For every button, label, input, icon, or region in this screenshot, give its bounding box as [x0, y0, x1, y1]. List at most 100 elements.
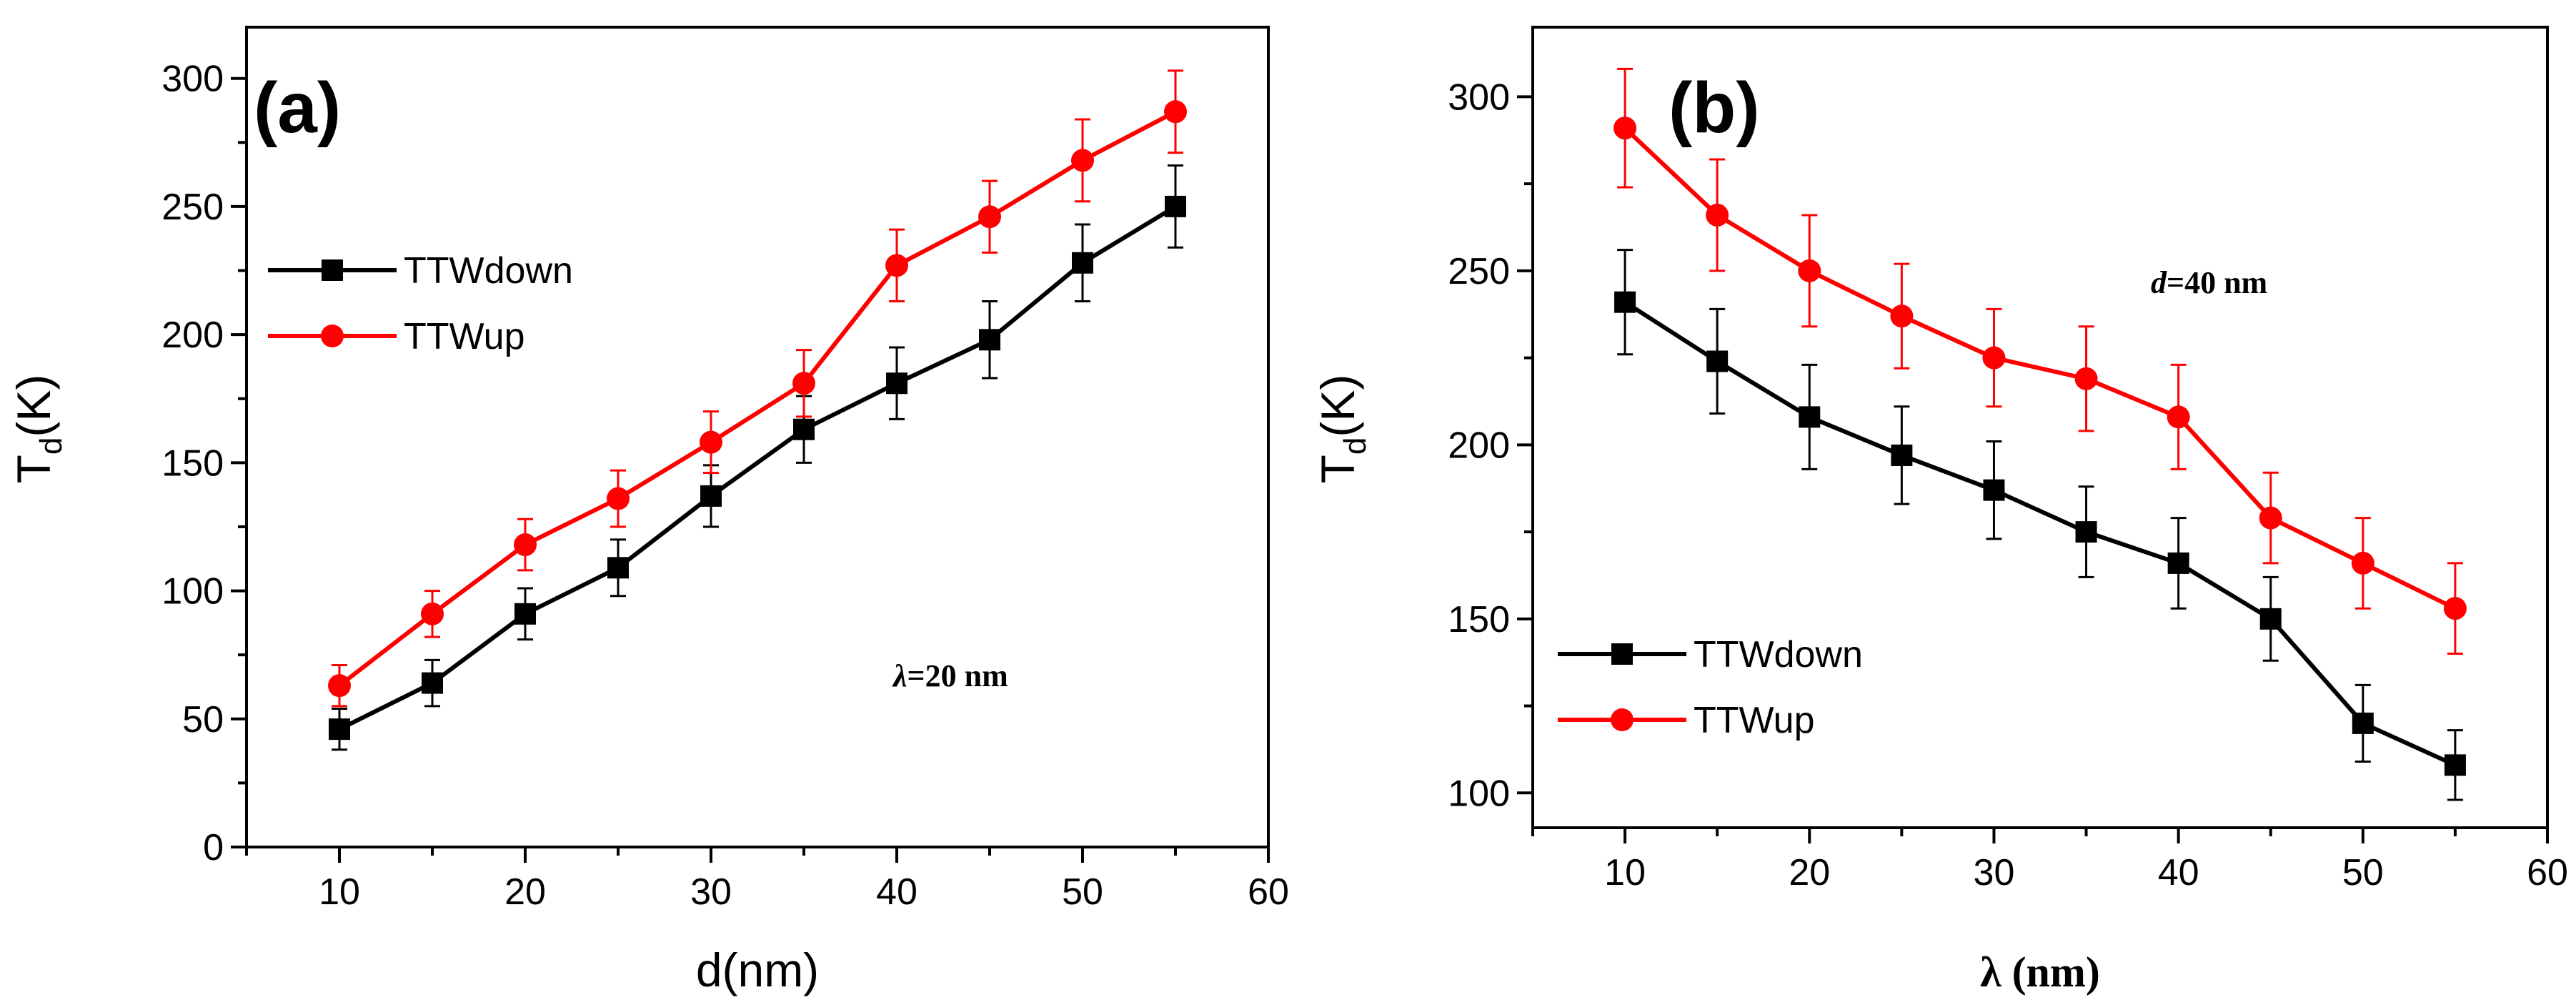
- y-tick-label: 250: [161, 187, 224, 228]
- data-point-circle: [1164, 100, 1187, 124]
- data-point-square: [700, 485, 722, 507]
- y-axis-label-subscript: d: [34, 437, 69, 455]
- x-tick-label: 30: [690, 871, 732, 913]
- data-point-square: [607, 557, 629, 579]
- data-point-circle: [2167, 405, 2190, 429]
- x-axis-label: d(nm): [696, 944, 819, 996]
- legend-marker-circle: [1611, 708, 1633, 731]
- y-axis-label-unit: (K): [1311, 375, 1364, 437]
- data-point-square: [979, 329, 1000, 351]
- legend-marker-circle: [321, 325, 344, 347]
- panel-label: (b): [1669, 68, 1760, 148]
- series-line: [338, 109, 1177, 688]
- data-point-circle: [421, 602, 444, 625]
- y-tick-label: 200: [161, 315, 224, 356]
- data-point-circle: [1706, 203, 1729, 227]
- x-tick-label: 60: [1248, 871, 1289, 913]
- data-point-square: [1891, 444, 1913, 466]
- y-axis-label-subscript: d: [1338, 437, 1373, 455]
- data-point-circle: [607, 487, 630, 510]
- data-point-square: [329, 718, 350, 741]
- x-tick-label: 20: [1789, 852, 1830, 893]
- series-line: [338, 204, 1177, 731]
- y-tick-label: 300: [1448, 76, 1510, 118]
- annotation-symbol: λ: [892, 658, 907, 693]
- data-point-square: [2075, 521, 2097, 543]
- data-point-circle: [328, 674, 351, 698]
- x-tick-label: 50: [1062, 871, 1103, 913]
- data-point-circle: [1071, 149, 1094, 172]
- panel-label: (a): [254, 68, 341, 148]
- data-point-square: [1706, 350, 1729, 372]
- y-tick-label: 150: [161, 442, 224, 484]
- data-point-square: [793, 418, 815, 440]
- data-point-square: [1983, 479, 2005, 501]
- x-tick-label: 60: [2527, 852, 2568, 893]
- legend-label: TTWup: [404, 316, 525, 357]
- annotation-text: =20 nm: [907, 658, 1008, 693]
- data-point-square: [886, 372, 907, 395]
- data-point-circle: [978, 205, 1001, 229]
- y-tick-label: 0: [203, 827, 224, 868]
- y-axis-label: Td(K): [7, 375, 69, 484]
- legend-label: TTWdown: [404, 250, 573, 292]
- x-tick-label: 10: [1604, 852, 1646, 893]
- series-line: [1623, 127, 2457, 610]
- x-axis-label: λ (nm): [1980, 949, 2100, 996]
- y-tick-label: 100: [1448, 773, 1510, 814]
- series-line: [1623, 300, 2457, 768]
- panel-a: 10 20 30 40 50 60 0 50 100 150 200 250 300 Td(K) d(nm)…: [7, 26, 1289, 996]
- data-point-square: [2352, 712, 2374, 734]
- data-point-square: [2167, 552, 2189, 574]
- annotation-text: =40 nm: [2167, 265, 2267, 300]
- data-point-circle: [2351, 551, 2374, 575]
- data-point-circle: [514, 533, 537, 557]
- legend-marker-square: [1611, 643, 1633, 665]
- annotation: d=40 nm: [2151, 265, 2267, 300]
- data-point-square: [2444, 754, 2466, 776]
- legend-label: TTWup: [1694, 700, 1815, 741]
- y-tick-label: 250: [1448, 251, 1510, 292]
- data-point-circle: [1798, 259, 1821, 282]
- y-tick-label: 150: [1448, 599, 1510, 640]
- data-point-circle: [700, 430, 722, 454]
- x-tick-label: 30: [1974, 852, 2015, 893]
- series-ttwup: [328, 69, 1187, 708]
- data-point-square: [1072, 252, 1093, 274]
- y-axis-label-unit: (K): [7, 375, 60, 437]
- y-axis-label-main: T: [1311, 455, 1364, 483]
- data-point-square: [514, 603, 536, 625]
- data-point-circle: [2074, 367, 2098, 390]
- annotation-symbol: d: [2151, 265, 2167, 300]
- series-ttwdown: [329, 164, 1186, 751]
- x-tick-label: 40: [876, 871, 917, 913]
- data-point-circle: [2443, 597, 2467, 620]
- data-point-circle: [792, 372, 815, 395]
- y-tick-label: 100: [161, 571, 224, 613]
- y-tick-label: 50: [182, 699, 224, 741]
- data-point-circle: [1890, 305, 1914, 328]
- annotation: λ=20 nm: [892, 658, 1008, 693]
- data-point-circle: [1982, 346, 2006, 370]
- x-tick-label: 10: [319, 871, 360, 913]
- x-tick-label: 20: [504, 871, 546, 913]
- data-point-circle: [1613, 117, 1637, 140]
- data-point-square: [1614, 291, 1636, 313]
- data-point-circle: [885, 254, 908, 277]
- data-point-square: [2259, 608, 2282, 630]
- legend-label: TTWdown: [1694, 634, 1863, 675]
- data-point-circle: [2259, 506, 2282, 530]
- data-point-square: [1165, 195, 1186, 217]
- y-tick-label: 300: [161, 59, 224, 100]
- series-ttwdown: [1614, 249, 2466, 801]
- x-tick-label: 40: [2158, 852, 2199, 893]
- y-axis-label: Td(K): [1311, 375, 1373, 484]
- data-point-square: [1799, 406, 1821, 428]
- y-tick-label: 200: [1448, 425, 1510, 466]
- legend-marker-square: [322, 259, 343, 281]
- data-point-square: [422, 672, 443, 694]
- y-axis-label-main: T: [7, 455, 60, 483]
- plot-frame: [245, 26, 1270, 848]
